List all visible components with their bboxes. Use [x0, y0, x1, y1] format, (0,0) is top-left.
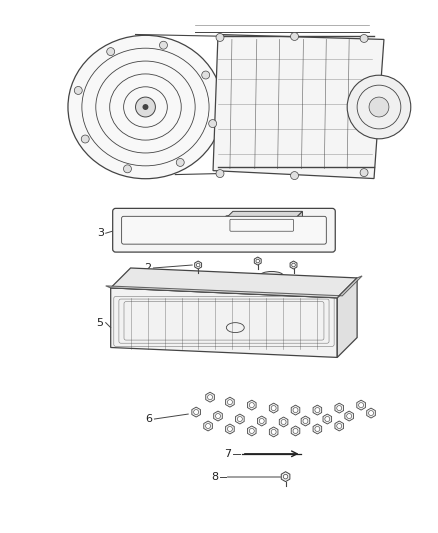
Circle shape [216, 34, 224, 42]
Polygon shape [247, 400, 256, 410]
Circle shape [293, 408, 298, 413]
Text: 4: 4 [149, 273, 156, 283]
Polygon shape [258, 416, 266, 426]
Circle shape [124, 165, 131, 173]
Circle shape [176, 158, 184, 166]
Circle shape [292, 263, 295, 267]
Polygon shape [227, 212, 303, 217]
Polygon shape [281, 472, 290, 482]
Polygon shape [247, 426, 256, 436]
Polygon shape [301, 416, 310, 426]
Circle shape [347, 75, 411, 139]
Polygon shape [337, 278, 357, 358]
Circle shape [159, 41, 167, 49]
Circle shape [74, 86, 82, 94]
Polygon shape [213, 35, 384, 179]
Text: 5: 5 [96, 318, 103, 328]
Circle shape [293, 429, 298, 433]
Polygon shape [254, 257, 261, 265]
Circle shape [215, 414, 220, 418]
Polygon shape [206, 392, 214, 402]
Circle shape [202, 71, 210, 79]
Polygon shape [195, 261, 201, 269]
Circle shape [369, 97, 389, 117]
Ellipse shape [260, 271, 283, 280]
Text: 6: 6 [145, 414, 152, 424]
Circle shape [271, 430, 276, 434]
Polygon shape [357, 400, 365, 410]
Polygon shape [313, 405, 321, 415]
Polygon shape [111, 268, 357, 298]
Polygon shape [214, 411, 223, 421]
Polygon shape [335, 403, 343, 413]
Circle shape [368, 410, 374, 416]
FancyBboxPatch shape [113, 208, 335, 252]
Circle shape [315, 426, 320, 431]
Circle shape [290, 172, 298, 180]
Circle shape [360, 35, 368, 43]
FancyBboxPatch shape [226, 216, 298, 235]
Polygon shape [367, 408, 375, 418]
Ellipse shape [68, 35, 223, 179]
Circle shape [315, 408, 320, 413]
Polygon shape [279, 417, 288, 427]
Polygon shape [226, 397, 234, 407]
Circle shape [205, 424, 211, 429]
Text: 7: 7 [224, 449, 232, 459]
Polygon shape [297, 212, 303, 233]
Polygon shape [192, 407, 201, 417]
Polygon shape [236, 414, 244, 424]
Polygon shape [291, 405, 300, 415]
Circle shape [325, 417, 330, 422]
Circle shape [142, 104, 148, 110]
Circle shape [281, 419, 286, 424]
Polygon shape [226, 424, 234, 434]
Circle shape [216, 169, 224, 177]
Polygon shape [291, 426, 300, 436]
Text: 1: 1 [159, 216, 166, 227]
Circle shape [303, 418, 308, 424]
Circle shape [81, 135, 89, 143]
Polygon shape [204, 421, 212, 431]
Circle shape [259, 418, 264, 424]
Circle shape [360, 168, 368, 176]
FancyBboxPatch shape [122, 216, 326, 244]
Circle shape [196, 263, 200, 267]
Polygon shape [335, 421, 343, 431]
Circle shape [227, 426, 233, 431]
Circle shape [208, 394, 212, 400]
Circle shape [237, 417, 242, 422]
Circle shape [359, 402, 364, 408]
Polygon shape [269, 427, 278, 437]
Polygon shape [106, 276, 362, 298]
Polygon shape [290, 261, 297, 269]
Circle shape [249, 429, 254, 433]
Text: 2: 2 [144, 263, 151, 273]
Polygon shape [313, 424, 321, 434]
Circle shape [194, 409, 198, 415]
Circle shape [337, 406, 342, 410]
Circle shape [337, 424, 342, 429]
Circle shape [283, 474, 288, 479]
Ellipse shape [297, 277, 321, 285]
Text: 8: 8 [212, 472, 219, 482]
Circle shape [208, 119, 217, 127]
Circle shape [290, 33, 298, 41]
Circle shape [227, 400, 233, 405]
Circle shape [256, 259, 260, 263]
Circle shape [347, 414, 352, 418]
Polygon shape [323, 414, 332, 424]
Circle shape [107, 47, 115, 55]
Text: 3: 3 [97, 228, 104, 238]
Circle shape [249, 402, 254, 408]
Polygon shape [345, 411, 353, 421]
Circle shape [271, 406, 276, 410]
Polygon shape [111, 288, 337, 358]
Circle shape [135, 97, 155, 117]
Polygon shape [269, 403, 278, 413]
